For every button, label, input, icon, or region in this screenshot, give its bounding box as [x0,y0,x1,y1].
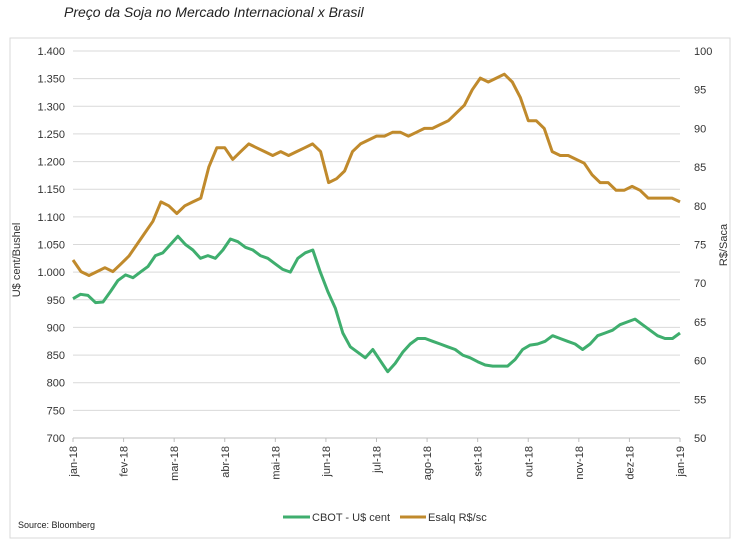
chart-border [9,37,731,539]
series-line [72,234,681,374]
x-tick-label: dez-18 [624,446,636,480]
y-axis-label-right: R$/Saca [718,223,730,266]
legend-esalq-label: Esalq R$/sc [428,512,487,524]
y-tick-label-right: 75 [694,240,706,252]
x-tick-label: mar-18 [169,446,181,481]
y-tick-label-right: 85 [694,162,706,174]
x-tick-label: nov-18 [574,446,586,480]
y-tick-label-left: 1.000 [37,267,65,279]
y-tick-label-left: 950 [47,295,65,307]
x-tick-label: ago-18 [422,446,434,480]
y-tick-label-right: 70 [694,278,706,290]
y-tick-label-left: 1.300 [37,101,65,113]
y-tick-label-left: 850 [47,350,65,362]
y-tick-label-right: 95 [694,85,706,97]
y-tick-label-left: 800 [47,378,65,390]
legend-cbot-label: CBOT - U$ cent [312,512,390,524]
y-tick-label-left: 750 [47,405,65,417]
grid-layer [72,50,681,442]
series-line [71,72,681,277]
source-note: Source: Bloomberg [18,520,96,530]
y-tick-label-left: 1.250 [37,129,65,141]
x-tick-label: mai-18 [270,446,282,480]
y-tick-label-right: 100 [694,46,712,58]
y-tick-label-left: 1.100 [37,212,65,224]
y-tick-label-left: 1.050 [37,240,65,252]
x-tick-label: jul-18 [372,446,384,474]
y-tick-label-left: 1.150 [37,184,65,196]
x-tick-label: set-18 [473,446,485,477]
y-tick-label-left: 700 [47,433,65,445]
y-tick-label-right: 80 [694,201,706,213]
y-tick-label-left: 1.200 [37,157,65,169]
y-axis-label-left: U$ cent/Bushel [11,223,23,298]
y-tick-label-right: 50 [694,433,706,445]
x-tick-label: jan-18 [68,446,80,478]
x-tick-label: jan-19 [675,446,687,478]
y-tick-label-left: 1.400 [37,46,65,58]
series-layer [71,72,681,374]
x-tick-label: out-18 [523,446,535,477]
legend: CBOT - U$ cent Esalq R$/sc [283,512,487,524]
y-tick-label-right: 65 [694,317,706,329]
tick-layer: 700 750 800 850 900 950 1.000 1.050 1.100 1.150 1.… [37,46,712,481]
x-tick-label: abr-18 [220,446,232,478]
y-tick-label-left: 1.350 [37,74,65,86]
chart-title: Preço da Soja no Mercado Internacional x… [64,4,364,20]
y-tick-label-right: 90 [694,123,706,135]
y-tick-label-right: 55 [694,394,706,406]
y-tick-label-left: 900 [47,322,65,334]
y-tick-label-right: 60 [694,356,706,368]
x-tick-label: jun-18 [321,446,333,478]
x-tick-label: fev-18 [119,446,131,477]
